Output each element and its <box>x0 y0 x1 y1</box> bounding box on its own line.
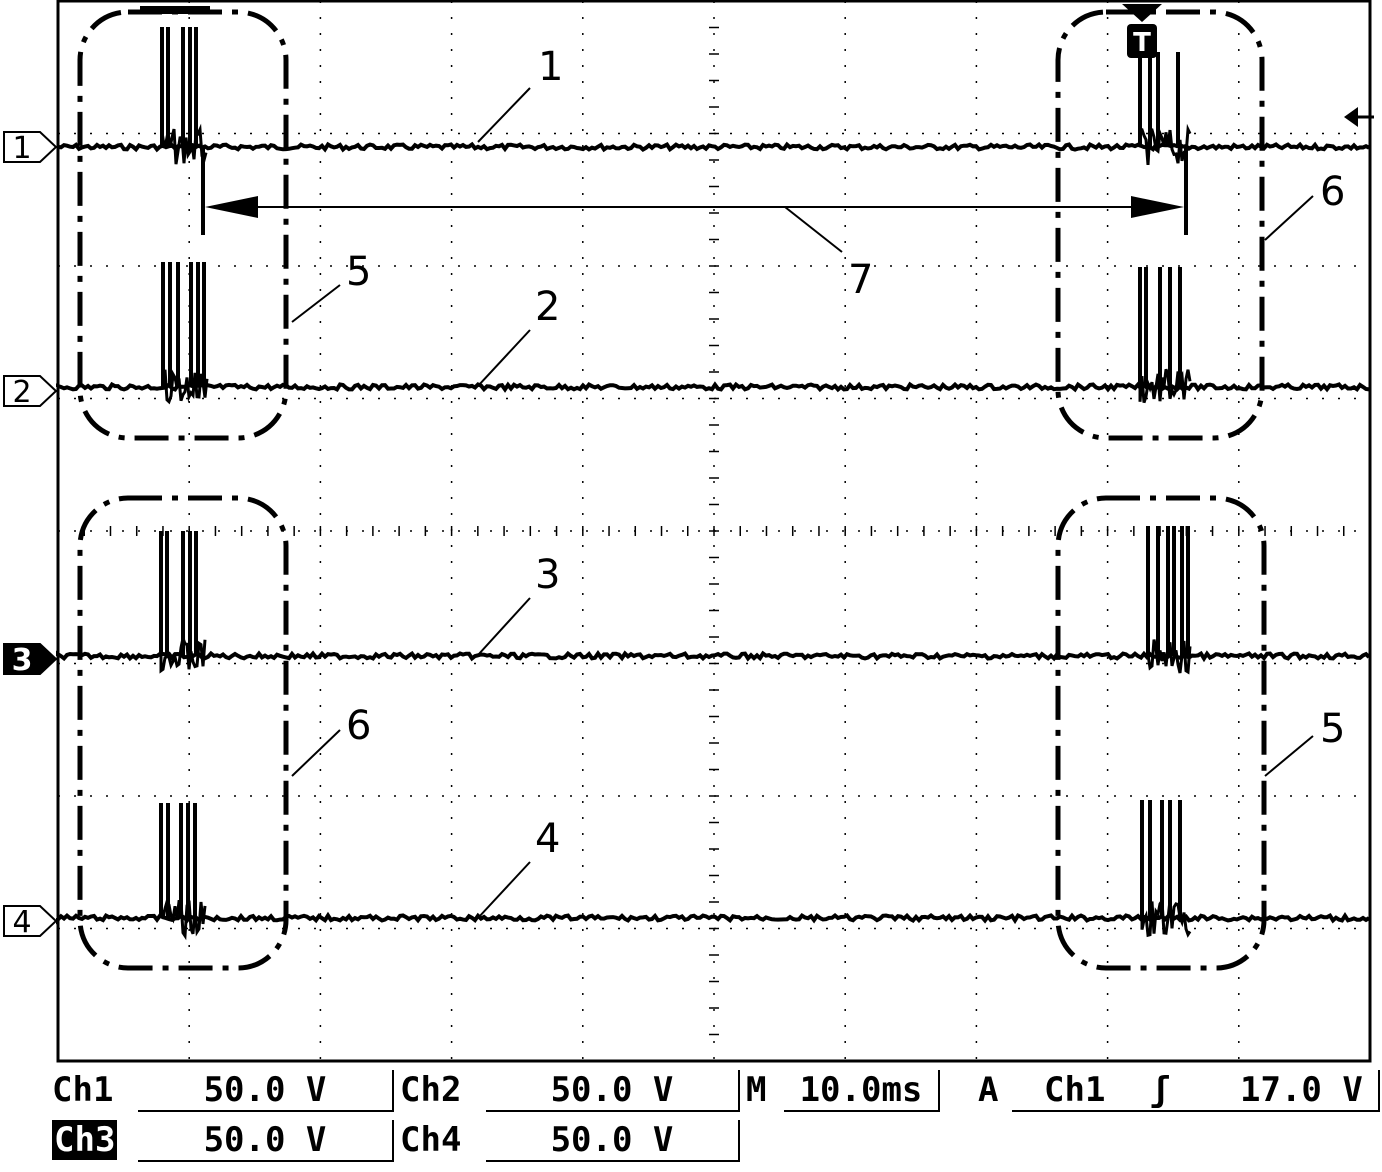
channel-marker-2-label: 2 <box>12 375 31 410</box>
callout-2: 2 <box>535 284 560 330</box>
trace-ch2-ringing <box>1138 368 1192 404</box>
trace-ch1-ringing <box>160 123 208 165</box>
channel-marker-1[interactable]: 1 <box>3 131 58 166</box>
channel-marker-3[interactable]: 3 <box>3 643 58 678</box>
trace-ch1-ringing <box>1138 123 1192 166</box>
ch4-label[interactable]: Ch4 <box>400 1120 462 1160</box>
ch3-label[interactable]: Ch3 <box>52 1120 118 1160</box>
ch2-value-box <box>486 1070 740 1112</box>
ch3-value-box <box>138 1120 394 1162</box>
callout-5-lower-right: 5 <box>1320 706 1345 752</box>
trigger-position-label: T <box>1133 28 1151 58</box>
highlight-boxes <box>77 9 1267 971</box>
ch4-value-box <box>486 1120 740 1162</box>
trigger-slope-icon: ʃ <box>1150 1070 1171 1110</box>
highlight-box-lower-left <box>77 495 289 971</box>
ch1-label[interactable]: Ch1 <box>52 1070 114 1110</box>
ch3-value: 50.0 V <box>203 1120 327 1160</box>
highlight-box-lower-right <box>1055 495 1267 971</box>
highlight-box-upper-right <box>1055 9 1265 441</box>
callout-6-lower-left: 6 <box>346 703 371 749</box>
trace-ch3-ringing <box>159 632 207 674</box>
timebase-value-box <box>784 1070 940 1112</box>
callouts: 1 2 3 4 5 6 6 5 7 <box>291 44 1345 919</box>
ch1-value: 50.0 V <box>203 1070 327 1110</box>
ch2-value: 50.0 V <box>550 1070 674 1110</box>
trace-ch4-ringing <box>1140 896 1192 938</box>
trigger-level-arrow-icon <box>1344 107 1374 127</box>
channel-marker-2[interactable]: 2 <box>3 375 58 410</box>
trigger-source: Ch1 <box>1044 1070 1106 1110</box>
traces <box>56 27 1371 941</box>
callout-3: 3 <box>535 552 560 598</box>
trace-ch2-ringing <box>161 369 209 405</box>
channel-marker-3-label: 3 <box>12 643 33 678</box>
interval-arrow <box>201 148 1188 235</box>
ch4-value: 50.0 V <box>550 1120 674 1160</box>
trigger-value-box <box>1012 1070 1380 1112</box>
timebase-value: 10.0ms <box>799 1070 923 1110</box>
highlight-box-upper-left <box>77 9 289 441</box>
timebase-label[interactable]: M <box>746 1070 767 1110</box>
callout-7: 7 <box>848 257 873 303</box>
trigger-position-marker[interactable]: T <box>1122 4 1162 58</box>
trigger-mode[interactable]: A <box>978 1070 999 1110</box>
callout-4: 4 <box>535 816 560 862</box>
callout-5-upper-left: 5 <box>346 249 371 295</box>
callout-6-upper-right: 6 <box>1320 169 1345 215</box>
graticule <box>57 0 1370 1062</box>
channel-marker-1-label: 1 <box>12 131 31 166</box>
channel-marker-4[interactable]: 4 <box>3 905 58 940</box>
trace-ch4-ringing <box>159 898 207 941</box>
ch2-label[interactable]: Ch2 <box>400 1070 462 1110</box>
callout-1: 1 <box>538 44 563 90</box>
channel-marker-4-label: 4 <box>12 905 31 940</box>
trigger-level: 17.0 V <box>1240 1070 1363 1110</box>
ch1-value-box <box>138 1070 394 1112</box>
oscilloscope-display: 1 2 3 4 T 1 2 3 4 5 6 6 <box>3 0 1374 1063</box>
status-bar: Ch1 50.0 V Ch2 50.0 V M 10.0ms A Ch1 ʃ 1… <box>0 1064 1382 1172</box>
trace-ch3-ringing <box>1146 639 1192 675</box>
trace-ch1 <box>57 141 1370 153</box>
record-position-bar <box>140 6 210 14</box>
